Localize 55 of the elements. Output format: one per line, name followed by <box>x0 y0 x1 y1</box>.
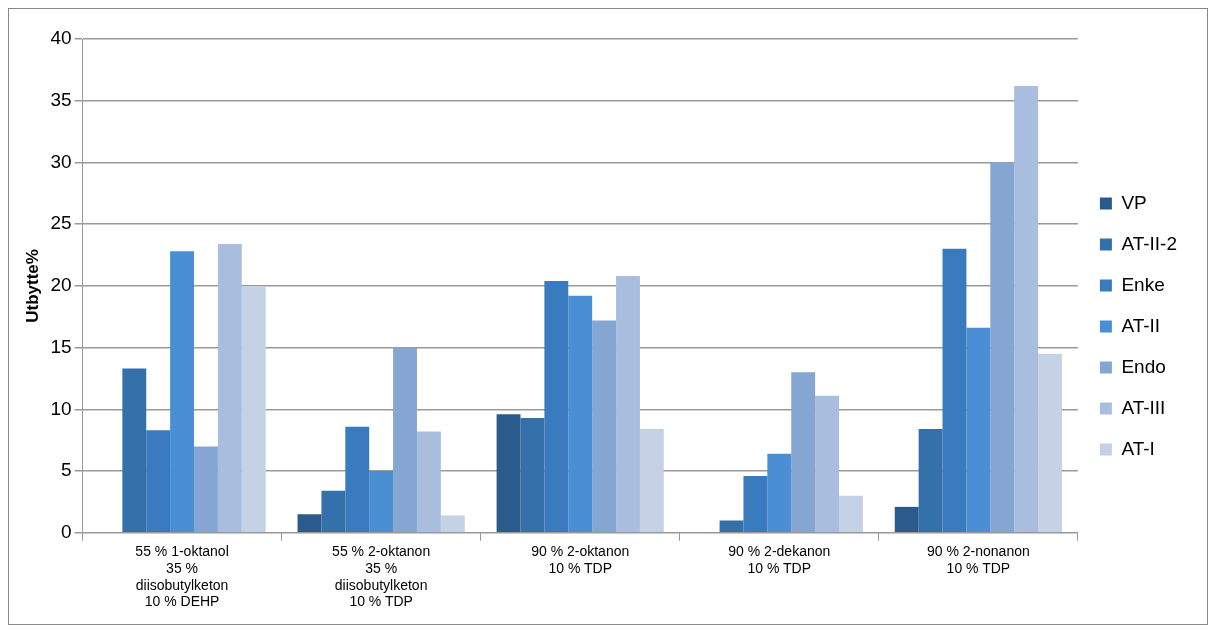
bar <box>369 471 394 533</box>
bar <box>321 490 346 533</box>
y-tick-label: 25 <box>50 212 72 234</box>
x-tick-label: 90 % 2-oktanon 10 % TDP <box>531 543 630 576</box>
bar <box>297 514 322 533</box>
legend-label: AT-II <box>1121 314 1161 336</box>
y-tick-label: 40 <box>50 27 72 49</box>
bar <box>918 429 943 533</box>
bar <box>194 446 218 533</box>
y-tick-label: 20 <box>50 274 72 296</box>
y-tick-label: 10 <box>50 397 72 419</box>
bar <box>416 431 441 533</box>
legend-label: AT-III <box>1121 396 1166 418</box>
y-axis-title: Utbytte% <box>22 249 42 323</box>
bar <box>990 162 1015 533</box>
y-tick-label: 0 <box>60 521 72 543</box>
bar <box>146 430 171 533</box>
bar <box>393 347 417 533</box>
y-tick-label: 30 <box>50 150 72 172</box>
bar <box>1014 85 1039 533</box>
bar <box>217 243 242 533</box>
bar <box>520 417 545 533</box>
x-tick-label: 55 % 1-oktanol 35 % diisobutylketon 10 % DEHP <box>135 543 229 610</box>
x-tick-label: 90 % 2-nonanon 10 % TDP <box>926 543 1030 576</box>
bar <box>839 495 863 533</box>
bar <box>791 372 816 533</box>
legend-label: AT-I <box>1121 437 1155 459</box>
bar <box>743 476 768 533</box>
bar <box>568 295 593 533</box>
bar <box>592 320 617 533</box>
bar <box>170 251 195 533</box>
y-tick-label: 35 <box>50 88 72 110</box>
bar <box>345 426 370 533</box>
bar <box>966 327 991 533</box>
bar <box>639 429 664 533</box>
bar <box>815 395 840 533</box>
x-tick-label: 90 % 2-dekanon 10 % TDP <box>728 543 831 576</box>
bar <box>440 515 465 533</box>
bar <box>719 520 744 533</box>
bar <box>616 276 640 533</box>
legend-label: Endo <box>1121 355 1166 377</box>
bar <box>544 280 569 533</box>
y-tick-label: 5 <box>60 459 72 481</box>
bar <box>942 248 967 533</box>
legend-label: Enke <box>1121 273 1165 295</box>
bar <box>1038 353 1062 533</box>
x-tick-label: 55 % 2-oktanon 35 % diisobutylketon 10 % TDP <box>332 543 431 610</box>
bar <box>241 285 266 533</box>
legend-label: AT-II-2 <box>1121 232 1178 254</box>
bar <box>496 414 521 533</box>
bar <box>767 453 792 533</box>
bar <box>894 506 919 533</box>
y-tick-label: 15 <box>50 335 72 357</box>
legend-label: VP <box>1121 191 1147 213</box>
bar <box>122 368 147 533</box>
